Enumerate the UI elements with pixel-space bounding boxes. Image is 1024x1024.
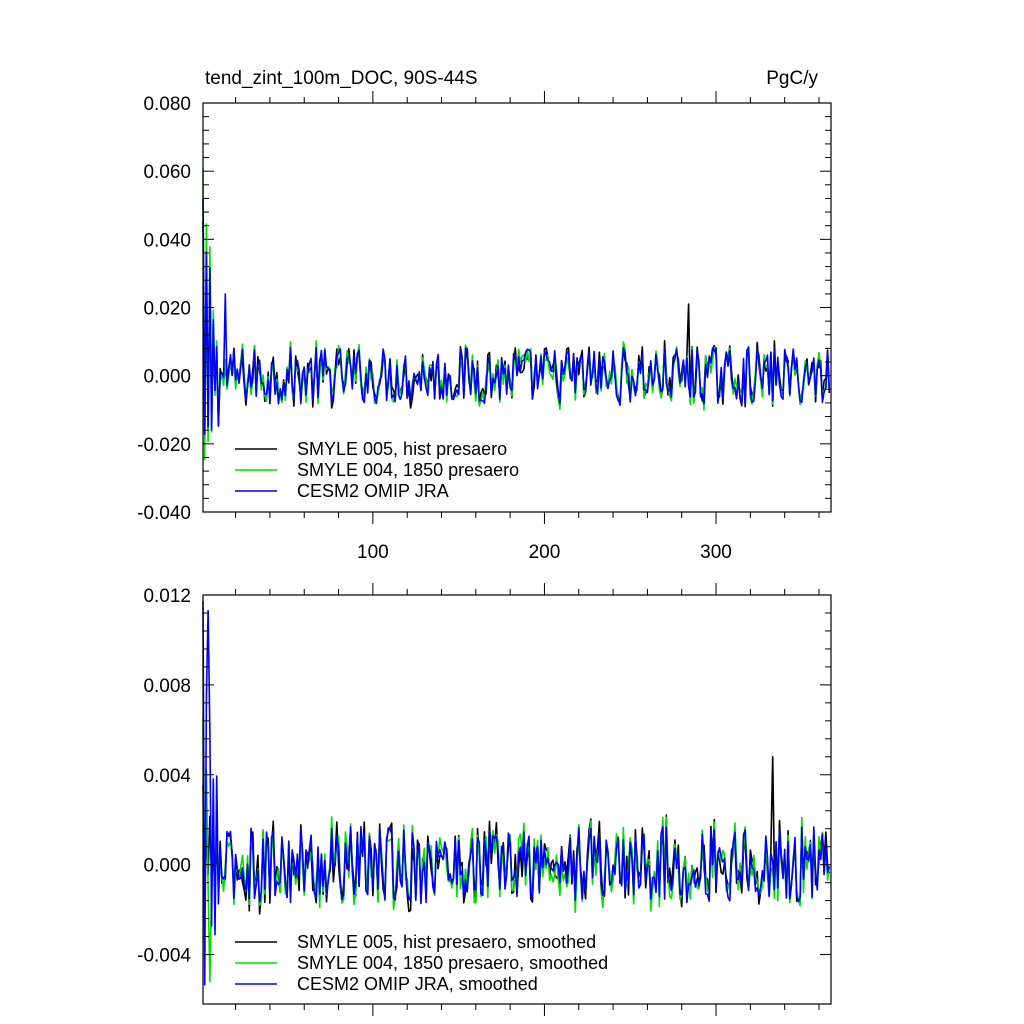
y-tick-label: 0.080: [143, 94, 191, 115]
x-tick-label: 300: [700, 542, 732, 563]
y-tick-label: 0.004: [143, 766, 191, 787]
y-tick-label: 0.012: [143, 586, 191, 607]
y-tick-label: -0.020: [137, 435, 191, 456]
series-line-2: [202, 601, 831, 986]
bottom-panel: -0.004 0.000 0.004 0.008 0.012 SMYLE 005, hi…: [137, 583, 832, 1016]
legend-label: CESM2 OMIP JRA, smoothed: [297, 974, 538, 994]
top-panel-units: PgC/y: [766, 68, 818, 89]
bottom-panel-frame: [202, 594, 832, 1005]
top-panel-ticks: -0.040 -0.020 0.000 0.020 0.040 0.060 0.080 100…: [137, 91, 831, 563]
series-line-1: [202, 167, 831, 461]
legend-label: SMYLE 004, 1850 presaero, smoothed: [297, 953, 608, 973]
y-tick-label: -0.004: [137, 946, 191, 967]
top-panel-frame: [202, 102, 832, 513]
top-panel: tend_zint_100m_DOC, 90S-44S PgC/y -0.040…: [137, 68, 832, 563]
series-line-2: [202, 198, 831, 436]
y-tick-label: -0.040: [137, 503, 191, 524]
bottom-panel-legend: SMYLE 005, hist presaero, smoothedSMYLE …: [235, 932, 608, 994]
y-tick-label: 0.040: [143, 230, 191, 251]
bottom-panel-series: [202, 601, 831, 986]
legend-label: SMYLE 004, 1850 presaero: [297, 460, 519, 480]
y-tick-label: 0.000: [143, 367, 191, 388]
legend-label: SMYLE 005, hist presaero: [297, 439, 507, 459]
top-panel-series: [202, 167, 831, 461]
x-tick-label: 200: [529, 542, 561, 563]
top-panel-title: tend_zint_100m_DOC, 90S-44S: [205, 68, 478, 89]
legend-label: SMYLE 005, hist presaero, smoothed: [297, 932, 596, 952]
series-line-0: [202, 221, 831, 435]
x-tick-label: 100: [357, 542, 389, 563]
y-tick-label: 0.000: [143, 856, 191, 877]
y-tick-label: 0.008: [143, 676, 191, 697]
y-tick-label: 0.020: [143, 299, 191, 320]
legend-label: CESM2 OMIP JRA: [297, 481, 449, 501]
y-tick-label: 0.060: [143, 162, 191, 183]
